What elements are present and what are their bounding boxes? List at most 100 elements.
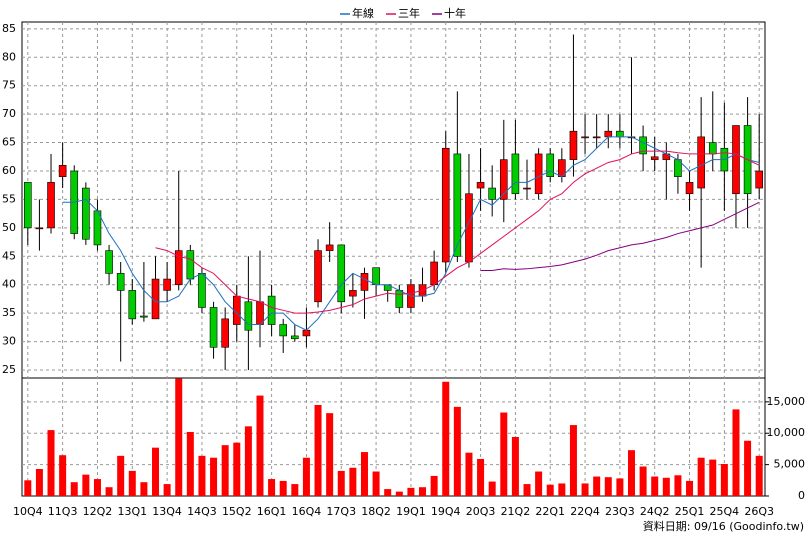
volume-bar (291, 484, 299, 496)
volume-bar (720, 463, 728, 496)
y2-tick-label: 0 (798, 489, 805, 502)
volume-bar (732, 409, 740, 496)
candle-body (24, 182, 32, 229)
candle-body (697, 136, 705, 189)
candle-body (128, 290, 137, 320)
y-tick-label: 55 (2, 192, 16, 205)
x-tick-label: 24Q2 (640, 505, 670, 518)
volume-bar (407, 487, 415, 496)
volume-bar (233, 442, 241, 496)
volume-bar (581, 483, 589, 496)
volume-bar (105, 487, 113, 496)
footnote: 資料日期: 09/16 (Goodinfo.tw) (643, 519, 804, 533)
candle-body (279, 324, 288, 337)
candle-body (511, 153, 520, 195)
candle-body (82, 187, 90, 240)
volume-bar (326, 413, 334, 496)
volume-bar (755, 455, 763, 496)
candle-body (116, 273, 125, 291)
candle-body (581, 136, 589, 139)
ma-line (155, 150, 760, 314)
candle-body (198, 273, 206, 308)
volume-bar (175, 378, 183, 496)
candle-body (499, 159, 508, 200)
x-tick-label: 22Q1 (535, 505, 565, 518)
candle-body (534, 153, 543, 195)
volume-bar (616, 478, 624, 496)
x-tick-label: 22Q4 (570, 505, 600, 518)
volume-bar (511, 437, 519, 496)
candle-body (488, 187, 496, 200)
candle-body (105, 250, 113, 274)
candle-body (221, 318, 229, 348)
volume-bar (744, 440, 752, 496)
volume-bar (59, 455, 67, 496)
candle-body (302, 329, 311, 337)
candle-body (453, 153, 462, 257)
y-tick-label: 75 (2, 79, 16, 92)
x-tick-label: 21Q2 (501, 505, 531, 518)
candle-body (186, 250, 195, 280)
y-tick-label: 45 (2, 249, 16, 262)
volume-bar (198, 455, 206, 496)
x-tick-label: 16Q4 (292, 505, 322, 518)
x-tick-label: 25Q1 (675, 505, 705, 518)
volume-bar (163, 484, 171, 496)
candle-body (616, 130, 624, 138)
volume-bar (24, 480, 32, 496)
volume-bar (221, 445, 229, 496)
volume-bar (535, 471, 543, 496)
x-tick-label: 16Q1 (257, 505, 287, 518)
y-tick-label: 25 (2, 363, 16, 376)
volume-bar (372, 471, 380, 496)
candle-body (209, 307, 218, 348)
volume-bar (465, 452, 473, 496)
volume-bar (674, 475, 682, 496)
candle-body (639, 136, 647, 155)
x-tick-label: 23Q3 (605, 505, 635, 518)
candle-body (325, 244, 334, 251)
x-tick-label: 25Q4 (710, 505, 740, 518)
volume-bar (256, 395, 264, 496)
x-tick-label: 26Q3 (744, 505, 774, 518)
candle-body (360, 273, 369, 291)
volume-bar (651, 476, 659, 496)
volume-bar (70, 482, 78, 496)
volume-bar (697, 457, 705, 496)
candle-body (47, 182, 55, 229)
candle-body (395, 290, 404, 308)
volume-bar (686, 480, 694, 496)
volume-bar (128, 470, 136, 496)
y2-tick-label: 5,000 (774, 458, 806, 471)
candle-body (337, 244, 346, 303)
candle-body (267, 295, 276, 325)
volume-bar (244, 426, 252, 496)
x-tick-label: 12Q2 (83, 505, 113, 518)
volume-bar (93, 479, 101, 496)
candle-body (441, 147, 450, 263)
candle-body (349, 290, 357, 297)
volume-bar (662, 477, 670, 496)
volume-bar (442, 381, 450, 496)
legend-label: 三年 (398, 6, 420, 20)
candle-body (244, 301, 253, 331)
x-tick-label: 19Q4 (431, 505, 461, 518)
candle-body (604, 130, 613, 138)
volume-bar (488, 481, 496, 496)
ma-line (480, 201, 760, 272)
volume-bar (523, 484, 531, 496)
volume-bar (210, 457, 218, 496)
volume-bar (395, 491, 403, 496)
volume-bar (268, 479, 276, 496)
volume-bar (709, 459, 717, 496)
candle-body (430, 261, 438, 286)
candle-body (35, 227, 44, 230)
candle-body (523, 187, 531, 190)
volume-bar (360, 452, 368, 496)
candle-body (732, 125, 740, 195)
volume-bar (569, 425, 577, 496)
volume-bar (546, 484, 554, 496)
candle-body (256, 301, 264, 325)
